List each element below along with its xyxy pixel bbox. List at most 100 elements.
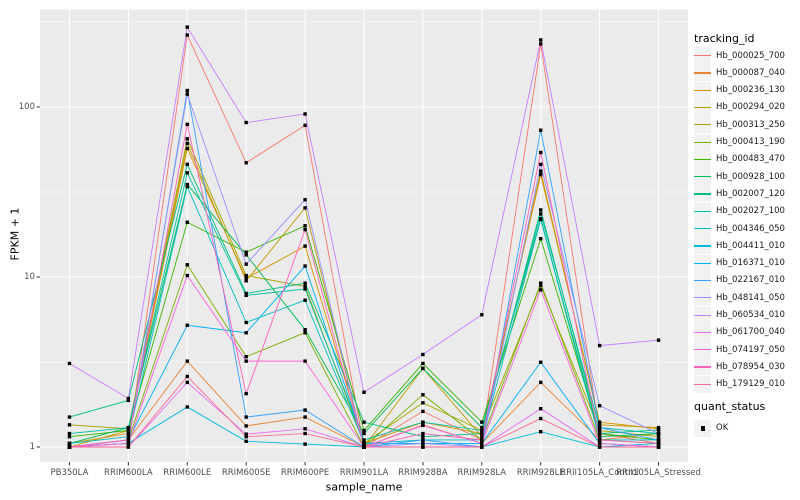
point-marker bbox=[656, 431, 661, 436]
legend-item-Hb_000928_100: Hb_000928_100 bbox=[694, 168, 785, 186]
point-marker bbox=[362, 438, 366, 442]
line-swatch-icon bbox=[694, 106, 711, 109]
point-marker bbox=[597, 431, 602, 436]
legend-item-Hb_078954_030: Hb_078954_030 bbox=[694, 358, 785, 376]
point-marker bbox=[303, 427, 307, 431]
point-marker bbox=[421, 438, 425, 442]
y-axis-title: FPKM + 1 bbox=[8, 207, 22, 261]
point-marker bbox=[539, 236, 543, 241]
legend-label: Hb_002027_100 bbox=[716, 206, 785, 217]
line-swatch-icon bbox=[694, 210, 711, 212]
point-marker bbox=[597, 428, 602, 433]
y-tick-label: 100 bbox=[18, 102, 35, 112]
point-marker bbox=[244, 279, 248, 283]
point-marker bbox=[244, 391, 248, 396]
line-swatch-icon bbox=[694, 158, 711, 161]
point-marker bbox=[67, 423, 72, 427]
point-marker bbox=[656, 441, 661, 446]
point-marker bbox=[244, 424, 248, 428]
x-tick-label: RRII105LA_Control bbox=[560, 468, 640, 478]
point-marker bbox=[421, 393, 425, 397]
point-marker bbox=[303, 442, 307, 446]
point-marker bbox=[362, 420, 366, 424]
line-swatch-icon bbox=[694, 297, 711, 299]
line-swatch-icon bbox=[694, 228, 711, 230]
legend-item-Hb_000236_130: Hb_000236_130 bbox=[694, 81, 785, 99]
point-marker bbox=[303, 123, 307, 128]
legend-item-Hb_179129_010: Hb_179129_010 bbox=[694, 375, 785, 393]
point-marker bbox=[126, 441, 131, 446]
point-marker bbox=[597, 434, 602, 439]
point-marker bbox=[421, 434, 425, 439]
point-marker bbox=[480, 313, 484, 317]
legend-label: Hb_000236_130 bbox=[716, 85, 785, 96]
point-marker bbox=[421, 445, 425, 449]
point-marker bbox=[421, 401, 425, 405]
point-marker bbox=[539, 360, 543, 364]
point-marker bbox=[244, 354, 248, 359]
point-marker bbox=[539, 281, 543, 285]
legend-key bbox=[694, 98, 711, 116]
line-swatch-icon bbox=[694, 245, 711, 247]
legend-title-quant-status: quant_status bbox=[694, 400, 766, 413]
point-marker bbox=[244, 439, 248, 444]
point-marker bbox=[421, 366, 425, 371]
point-marker bbox=[126, 431, 131, 436]
point-marker bbox=[362, 445, 366, 449]
legend-item-Hb_048141_050: Hb_048141_050 bbox=[694, 289, 785, 307]
x-tick-label: RRIM600LE bbox=[163, 468, 212, 478]
point-marker bbox=[539, 150, 543, 155]
point-marker bbox=[244, 293, 248, 298]
point-marker bbox=[126, 425, 131, 430]
point-marker bbox=[539, 208, 543, 212]
point-marker bbox=[303, 197, 307, 202]
point-marker bbox=[303, 264, 307, 268]
legend-key bbox=[694, 323, 711, 341]
point-marker bbox=[303, 224, 307, 228]
point-marker bbox=[185, 273, 189, 278]
legend-label: Hb_004411_010 bbox=[716, 240, 785, 251]
legend-key bbox=[694, 168, 711, 186]
point-marker bbox=[185, 137, 189, 141]
point-marker bbox=[185, 171, 189, 175]
x-tick-label: RRII105LA_Stressed bbox=[616, 468, 701, 478]
point-marker bbox=[597, 423, 602, 427]
point-marker bbox=[126, 434, 131, 439]
legend-label: Hb_000928_100 bbox=[716, 171, 785, 182]
point-marker bbox=[185, 374, 189, 379]
point-marker bbox=[244, 291, 248, 296]
x-tick-label: PB350LA bbox=[50, 468, 89, 478]
x-tick-label: RRIM600SE bbox=[221, 468, 271, 478]
point-marker bbox=[244, 161, 248, 165]
point-marker bbox=[539, 128, 543, 132]
legend-label: Hb_060534_010 bbox=[716, 310, 785, 320]
point-marker bbox=[362, 390, 366, 394]
point-marker bbox=[421, 431, 425, 436]
legend-item-ok: OK bbox=[694, 419, 728, 437]
point-marker bbox=[539, 162, 543, 167]
legend-label: Hb_002007_120 bbox=[716, 188, 785, 199]
line-swatch-icon bbox=[694, 193, 711, 195]
point-marker bbox=[67, 441, 72, 446]
legend-label: Hb_074197_050 bbox=[716, 344, 785, 355]
legend-item-Hb_022167_010: Hb_022167_010 bbox=[694, 271, 785, 289]
legend-key bbox=[694, 289, 711, 307]
point-marker bbox=[303, 287, 307, 291]
point-marker bbox=[67, 361, 72, 366]
legend-item-Hb_004346_050: Hb_004346_050 bbox=[694, 220, 785, 237]
point-marker bbox=[421, 423, 425, 428]
legend-key bbox=[694, 64, 711, 82]
legend-item-Hb_000413_190: Hb_000413_190 bbox=[694, 133, 785, 151]
legend-item-Hb_061700_040: Hb_061700_040 bbox=[694, 323, 785, 341]
legend-key bbox=[694, 47, 711, 64]
point-marker bbox=[244, 253, 248, 257]
point-marker bbox=[185, 220, 189, 224]
legend-label: Hb_000087_040 bbox=[716, 67, 785, 78]
point-marker bbox=[656, 425, 661, 430]
point-marker bbox=[244, 320, 248, 325]
point-marker bbox=[244, 120, 248, 125]
point-marker bbox=[67, 415, 72, 419]
point-marker bbox=[362, 441, 366, 446]
point-marker bbox=[126, 396, 131, 401]
